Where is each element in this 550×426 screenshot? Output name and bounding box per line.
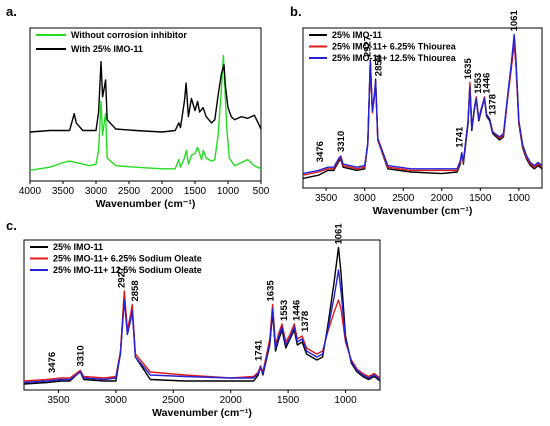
panel-a-x-tick-label: 1000 [217,186,240,197]
panel-b-x-tick-label: 2000 [431,193,454,204]
panel-c-x-tick-label: 1500 [277,395,300,406]
panel-a-x-tick-label: 3000 [85,186,108,197]
panel-c-peak-label-1553: 1553 [279,300,290,321]
panel-c-peak-label-1741: 1741 [253,339,264,361]
panel-c-peak-label-1446: 1446 [291,300,302,321]
panel-c-x-tick-label: 3500 [47,395,70,406]
panel-c-peak-label-1635: 1635 [266,280,277,302]
panel-a-x-tick-label: 4000 [19,186,42,197]
panel-b-peak-label-3476: 3476 [315,141,326,162]
panel-a-x-tick-label: 3500 [52,186,75,197]
panel-b-peak-label-2927: 2927 [362,36,373,57]
panel-b-series-3-line [302,33,543,175]
panel-a-series-2-line [29,61,262,133]
panel-b-legend-label-3: 25% IMO-11+ 12.5% Thiourea [332,53,457,63]
panel-b-legend-label-2: 25% IMO-11+ 6.25% Thiourea [332,42,457,52]
panel-c-peak-label-3310: 3310 [75,345,86,366]
panel-c-legend-label-3: 25% IMO-11+ 12.5% Sodium Oleate [53,265,202,275]
panel-b-x-tick-label: 1000 [508,193,531,204]
panel-a-x-axis-title: Wavenumber (cm⁻¹) [96,198,196,210]
panel-c-peak-label-1378: 1378 [300,311,311,332]
panel-c-peak-label-1061: 1061 [334,223,345,245]
panel-c-label: c. [6,218,17,233]
panel-b-peak-label-3310: 3310 [336,131,347,152]
panel-a-series-1-line [29,54,262,171]
panel-c-x-tick-label: 2500 [162,395,185,406]
panel-c-legend-label-2: 25% IMO-11+ 6.25% Sodium Oleate [53,254,202,264]
panel-c-peak-label-3476: 3476 [47,352,58,373]
panel-c-plot-frame [23,239,381,391]
panel-b-legend-label-1: 25% IMO-11 [332,30,382,40]
panel-b-peak-label-1741: 1741 [455,126,466,148]
panel-b-peak-label-1061: 1061 [509,10,520,32]
panel-b-x-tick-label: 3000 [354,193,377,204]
panel-b-x-tick-label: 1500 [469,193,492,204]
panel-b-label: b. [290,4,302,19]
panel-a-x-tick-label: 500 [253,186,270,197]
panel-c-peak-label-2858: 2858 [130,280,141,301]
panel-b-x-tick-label: 2500 [392,193,415,204]
panel-b-x-tick-label: 3500 [315,193,338,204]
panel-b-peak-label-1446: 1446 [481,73,492,94]
panel-b-x-axis-title: Wavenumber (cm⁻¹) [373,205,473,217]
panel-a-plot-frame [29,27,262,182]
panel-a-legend-label-1: Without corrosion inhibitor [71,30,187,40]
panel-b-peak-label-1378: 1378 [488,94,499,115]
panel-c-x-axis-title: Wavenumber (cm⁻¹) [152,407,252,419]
panel-c-x-tick-label: 2000 [220,395,243,406]
panel-b-plot-frame [302,27,543,189]
panel-b-peak-label-2858: 2858 [374,55,385,76]
panel-a-label: a. [6,4,17,19]
panel-a-x-tick-label: 2500 [118,186,141,197]
panel-a-legend-label-2: With 25% IMO-11 [71,44,143,54]
panel-c-x-tick-label: 1000 [334,395,357,406]
panel-a-x-tick-label: 2000 [151,186,174,197]
panel-c-legend-label-1: 25% IMO-11 [53,242,103,252]
panel-a-x-tick-label: 1500 [184,186,207,197]
panel-c-series-3-line [23,269,381,384]
panel-b-peak-label-1553: 1553 [473,73,484,94]
panel-c-peak-label-2927: 2927 [116,267,127,288]
panel-c-x-tick-label: 3000 [105,395,128,406]
panel-b-peak-label-1635: 1635 [463,58,474,80]
